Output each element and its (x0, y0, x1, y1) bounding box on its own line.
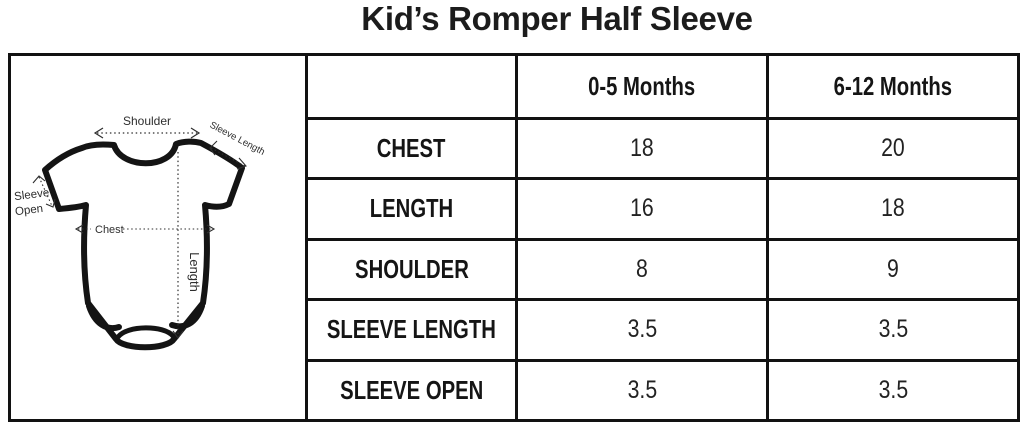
table-row-shoulder-label: SHOULDER (305, 237, 515, 298)
row-label: SHOULDER (354, 253, 469, 284)
table-cell-shoulder-6-12: 9 (766, 237, 1017, 298)
table-cell-chest-0-5: 18 (515, 116, 766, 177)
sleeve-length-arrow-right-head (236, 157, 247, 170)
romper-measurement-diagram: Shoulder Sleeve Length Sleeve Open (11, 56, 305, 419)
sleeve-open-label-line1: Sleeve (14, 187, 50, 203)
cell-value: 16 (630, 194, 654, 223)
table-cell-chest-6-12: 20 (766, 116, 1017, 177)
column-header-label: 0-5 Months (588, 70, 696, 101)
length-arrow-bottom-head (172, 330, 184, 339)
sleeve-open-label-group: Sleeve Open (14, 187, 50, 218)
header-cell-0-5-months: 0-5 Months (515, 56, 766, 117)
sleeve-open-arrow-bottom-head (45, 198, 56, 208)
table-row-length-label: LENGTH (305, 177, 515, 238)
header-cell-6-12-months: 6-12 Months (766, 56, 1017, 117)
table-cell-sleeve-open-6-12: 3.5 (766, 358, 1017, 419)
sleeve-open-label-line2: Open (14, 203, 43, 218)
crotch-flap-arc (115, 325, 176, 340)
cell-value: 8 (636, 254, 648, 283)
row-label: LENGTH (369, 193, 454, 224)
row-label: CHEST (377, 132, 446, 163)
sleeve-length-arrow-left-head (209, 140, 218, 156)
shoulder-arrow-right-head (190, 127, 201, 139)
column-header-label: 6-12 Months (833, 70, 953, 101)
table-cell-sleeve-open-0-5: 3.5 (515, 358, 766, 419)
header-cell-empty (305, 56, 515, 117)
table-cell-shoulder-0-5: 8 (515, 237, 766, 298)
table-cell-sleeve-length-0-5: 3.5 (515, 298, 766, 359)
sleeve-open-arrow-line (38, 176, 53, 207)
sleeve-open-arrow-top-head (32, 175, 46, 184)
cell-value: 3.5 (878, 315, 908, 344)
table-cell-length-0-5: 16 (515, 177, 766, 238)
right-leg-opening-curve (169, 303, 205, 330)
cell-value: 18 (881, 194, 905, 223)
chest-arrow-right-head (206, 224, 216, 234)
shoulder-label: Shoulder (123, 114, 171, 128)
table-row-sleeve-open-label: SLEEVE OPEN (305, 358, 515, 419)
shoulder-arrow-left-head (93, 127, 104, 139)
cell-value: 3.5 (878, 375, 908, 404)
cell-value: 20 (881, 133, 905, 162)
left-leg-opening-curve (86, 303, 122, 331)
cell-value: 18 (630, 133, 654, 162)
row-label: SLEEVE OPEN (339, 374, 484, 405)
romper-diagram-svg: Shoulder Sleeve Length Sleeve Open (14, 114, 267, 351)
table-cell-sleeve-length-6-12: 3.5 (766, 298, 1017, 359)
size-chart-frame: Shoulder Sleeve Length Sleeve Open (8, 53, 1020, 422)
table-row-chest-label: CHEST (305, 116, 515, 177)
page-title: Kid’s Romper Half Sleeve (361, 0, 753, 37)
table-cell-length-6-12: 18 (766, 177, 1017, 238)
row-label: SLEEVE LENGTH (326, 314, 497, 345)
size-table: 0-5 Months 6-12 Months CHEST 18 20 LENGT… (305, 56, 1017, 419)
cell-value: 9 (887, 254, 899, 283)
chest-arrow-left-head (74, 224, 84, 234)
romper-outline (42, 138, 245, 351)
cell-value: 3.5 (627, 315, 657, 344)
length-label: Length (187, 252, 202, 292)
cell-value: 3.5 (627, 375, 657, 404)
table-row-sleeve-length-label: SLEEVE LENGTH (305, 298, 515, 359)
chest-label: Chest (95, 224, 124, 236)
